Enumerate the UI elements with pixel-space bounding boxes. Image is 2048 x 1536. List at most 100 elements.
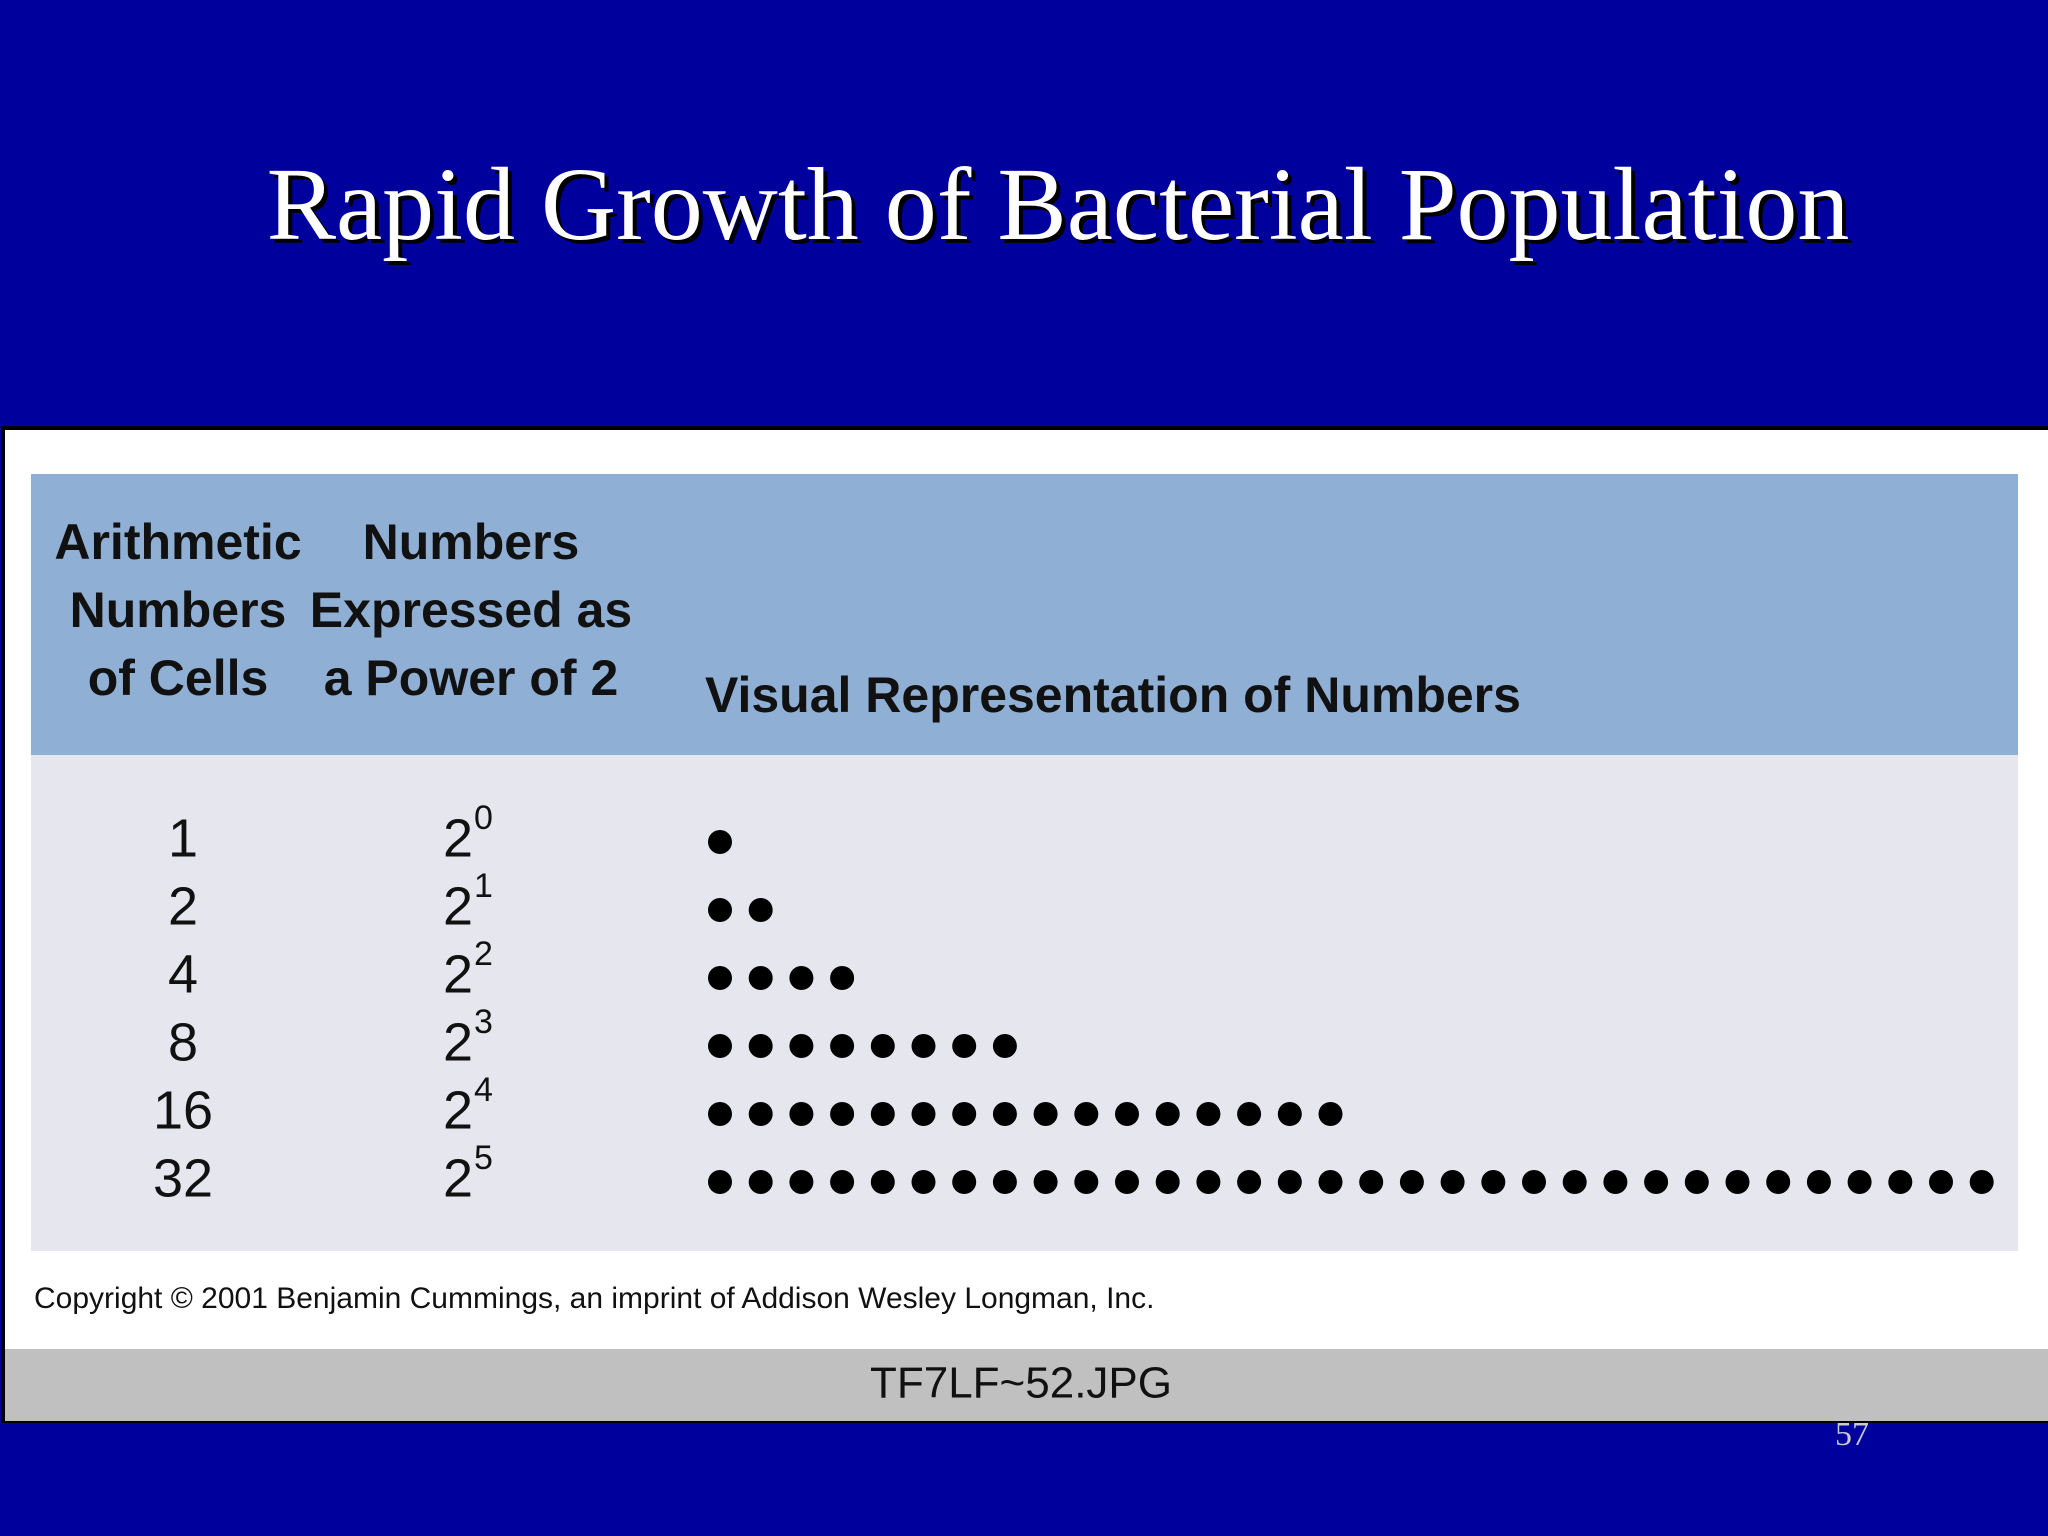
dot	[1399, 1170, 1424, 1194]
cell-number: 32	[153, 1148, 213, 1208]
dot	[1562, 1170, 1587, 1194]
dot	[1481, 1170, 1506, 1194]
dot	[789, 1170, 814, 1194]
dot	[1522, 1170, 1546, 1194]
dot	[1155, 1102, 1180, 1126]
dot	[708, 966, 732, 990]
dot	[789, 966, 814, 990]
cell-number: 2	[168, 876, 198, 936]
dot	[1318, 1170, 1343, 1194]
cell-number: 1	[168, 808, 198, 868]
dot	[1196, 1102, 1221, 1126]
dot	[748, 1034, 773, 1058]
dot	[1115, 1102, 1139, 1126]
cell-number: 16	[153, 1080, 213, 1140]
page-number: 57	[1835, 1416, 1869, 1453]
dot	[1929, 1170, 1953, 1194]
dot	[952, 1102, 977, 1126]
dot	[1115, 1170, 1139, 1194]
dot	[992, 1102, 1017, 1126]
dot	[1806, 1170, 1831, 1194]
power-exponent: 0	[474, 799, 493, 837]
power-base: 2	[443, 1012, 473, 1072]
table-body	[31, 755, 2018, 1251]
dot	[1766, 1170, 1791, 1194]
power-exponent: 4	[474, 1071, 493, 1109]
dot	[708, 1170, 732, 1194]
dot-row	[708, 1034, 1017, 1058]
dot	[708, 1034, 732, 1058]
dot	[748, 898, 773, 922]
dot	[1684, 1170, 1709, 1194]
dot	[1033, 1102, 1058, 1126]
table-header	[31, 474, 2018, 755]
dot	[1847, 1170, 1872, 1194]
dot	[911, 1102, 936, 1126]
column-header: Visual Representation of Numbers	[705, 667, 1521, 723]
dot	[1277, 1102, 1302, 1126]
caption-bar	[5, 1349, 2048, 1421]
cell-number: 4	[168, 944, 198, 1004]
copyright: Copyright © 2001 Benjamin Cummings, an i…	[34, 1282, 1154, 1315]
dot	[830, 1034, 855, 1058]
column-header: Arithmetic	[54, 514, 301, 570]
power-exponent: 3	[474, 1003, 493, 1041]
dot	[830, 966, 855, 990]
dot	[830, 1102, 855, 1126]
power-exponent: 5	[474, 1139, 493, 1177]
dot	[952, 1034, 977, 1058]
dot	[1196, 1170, 1221, 1194]
dot	[1725, 1170, 1750, 1194]
dot	[1237, 1170, 1262, 1194]
dot	[1074, 1102, 1099, 1126]
dot	[1237, 1102, 1262, 1126]
dot	[1155, 1170, 1180, 1194]
dot	[911, 1034, 936, 1058]
dot	[1033, 1170, 1058, 1194]
dot	[1644, 1170, 1669, 1194]
column-header: a Power of 2	[324, 650, 619, 706]
dot	[708, 1102, 732, 1126]
column-header: Expressed as	[310, 582, 632, 638]
dot	[708, 830, 732, 854]
power-base: 2	[443, 808, 473, 868]
power-exponent: 2	[474, 935, 493, 973]
dot	[830, 1170, 855, 1194]
power-exponent: 1	[474, 867, 493, 905]
dot-row	[708, 1102, 1343, 1126]
dot-row	[708, 1170, 1994, 1194]
dot-row	[708, 898, 773, 922]
dot	[1888, 1170, 1913, 1194]
dot	[1318, 1102, 1343, 1126]
column-header: of Cells	[88, 650, 269, 706]
dot	[1440, 1170, 1465, 1194]
dot	[992, 1034, 1017, 1058]
column-header: Numbers	[70, 582, 287, 638]
dot	[992, 1170, 1017, 1194]
power-base: 2	[443, 944, 473, 1004]
dot	[708, 898, 732, 922]
dot	[1074, 1170, 1099, 1194]
dot	[870, 1170, 895, 1194]
slide-title: Rapid Growth of Bacterial Population	[267, 147, 1850, 262]
cell-number: 8	[168, 1012, 198, 1072]
dot	[748, 966, 773, 990]
dot	[748, 1102, 773, 1126]
dot	[911, 1170, 936, 1194]
dot	[1969, 1170, 1994, 1194]
dot-row	[708, 830, 732, 854]
column-header: Numbers	[363, 514, 580, 570]
dot	[1277, 1170, 1302, 1194]
dot	[748, 1170, 773, 1194]
power-base: 2	[443, 876, 473, 936]
dot	[952, 1170, 977, 1194]
power-base: 2	[443, 1148, 473, 1208]
caption: TF7LF~52.JPG	[870, 1359, 1172, 1408]
dot	[1359, 1170, 1384, 1194]
dot-row	[708, 966, 855, 990]
dot	[1603, 1170, 1628, 1194]
dot	[789, 1102, 814, 1126]
dot	[870, 1034, 895, 1058]
dot	[870, 1102, 895, 1126]
